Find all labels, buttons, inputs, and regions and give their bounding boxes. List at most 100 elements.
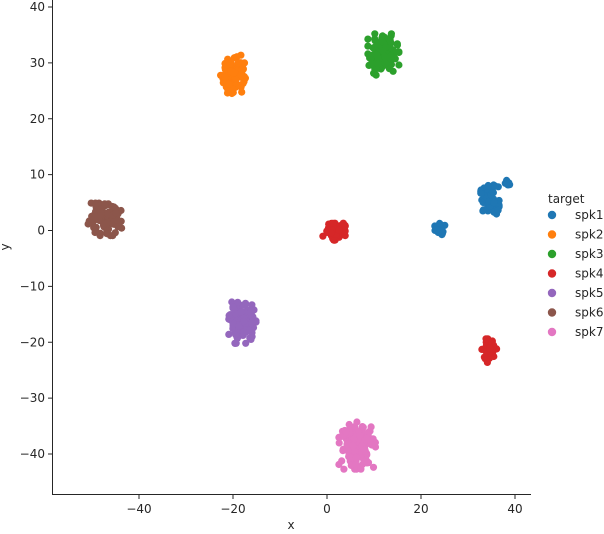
point-spk7 [335,460,343,469]
point-spk7 [351,448,359,456]
point-spk2 [229,85,237,93]
point-spk7 [367,423,375,431]
point-spk6 [109,232,117,240]
point-spk5 [239,301,247,309]
y-tick-label: 30 [30,56,45,70]
point-spk3 [364,42,372,50]
point-spk1 [490,199,498,207]
point-spk2 [225,80,233,88]
y-tick-label: 0 [37,224,45,238]
point-spk1 [484,181,492,190]
point-spk7 [369,463,378,471]
point-spk4 [327,229,335,237]
point-spk3 [374,53,382,61]
point-spk1 [489,189,497,197]
point-spk1 [477,189,485,197]
legend-label-spk7: spk7 [575,325,603,339]
point-spk5 [232,339,240,347]
x-tick-label: 20 [413,502,428,516]
point-spk3 [378,38,387,46]
y-tick-label: 20 [30,112,45,126]
point-spk3 [393,40,401,48]
point-spk7 [362,434,371,442]
y-tick-label: −10 [20,279,45,293]
legend-marker-spk4 [547,269,557,278]
point-spk2 [238,88,246,96]
point-spk5 [240,328,248,336]
legend: target spk1 spk2 spk3 spk4 spk5 spk6 spk7 [547,192,603,339]
y-ticks: −40 −30 −20 −10 0 10 20 30 40 [20,0,53,461]
point-spk5 [225,311,233,320]
point-spk3 [364,50,372,58]
point-spk6 [103,230,111,238]
point-spk7 [352,453,361,462]
point-spk3 [381,53,389,61]
point-spk1 [503,179,511,187]
point-spk7 [350,434,358,443]
point-spk2 [237,71,245,80]
legend-marker-spk7 [547,327,557,337]
point-spk1 [494,206,502,214]
point-spk3 [378,47,387,55]
point-spk4 [486,345,494,353]
point-spk6 [92,201,100,209]
legend-title: target [548,192,585,206]
point-spk7 [363,459,371,467]
legend-marker-spk6 [547,308,557,317]
point-spk3 [387,52,395,60]
point-spk4 [335,226,343,234]
x-axis-title: x [287,518,294,532]
x-ticks: −40 −20 0 20 40 [126,494,523,516]
point-spk7 [347,453,355,462]
point-spk3 [364,35,372,43]
point-spk7 [368,441,376,449]
y-axis-title: y [0,243,12,250]
legend-marker-spk2 [547,230,557,239]
point-spk5 [247,307,256,315]
point-spk6 [92,227,100,235]
point-spk2 [226,60,234,68]
y-tick-label: 10 [30,168,45,182]
point-spk3 [387,30,395,38]
point-spk5 [248,312,256,320]
point-spk6 [113,216,121,224]
point-spk6 [91,213,99,221]
point-spk7 [356,431,364,439]
points-layer [84,30,514,473]
x-tick-label: −40 [126,502,151,516]
point-spk5 [235,322,243,330]
point-spk5 [242,339,250,347]
point-spk7 [357,463,365,471]
x-tick-label: 40 [507,502,522,516]
point-spk6 [112,209,120,217]
point-spk2 [238,66,246,74]
y-tick-label: −30 [20,391,45,405]
point-spk3 [370,69,378,77]
legend-label-spk5: spk5 [575,286,603,300]
point-spk5 [225,330,233,338]
point-spk5 [248,318,256,326]
point-spk7 [335,439,343,447]
point-spk7 [344,447,352,455]
point-spk3 [395,48,403,57]
point-spk7 [349,442,357,450]
point-spk6 [101,200,109,208]
point-spk7 [361,446,369,454]
point-spk4 [480,353,488,361]
point-spk6 [114,223,122,231]
point-spk5 [234,298,242,306]
point-spk2 [227,67,235,75]
legend-label-spk3: spk3 [575,247,603,261]
y-tick-label: 40 [30,0,45,14]
y-tick-label: −20 [20,335,45,349]
point-spk1 [479,207,487,215]
point-spk4 [483,358,491,366]
point-spk5 [232,331,240,339]
axes [52,0,531,495]
point-spk3 [381,58,389,66]
legend-marker-spk3 [547,249,557,259]
legend-label-spk1: spk1 [575,208,603,222]
point-spk7 [343,440,351,448]
point-spk2 [221,73,229,81]
